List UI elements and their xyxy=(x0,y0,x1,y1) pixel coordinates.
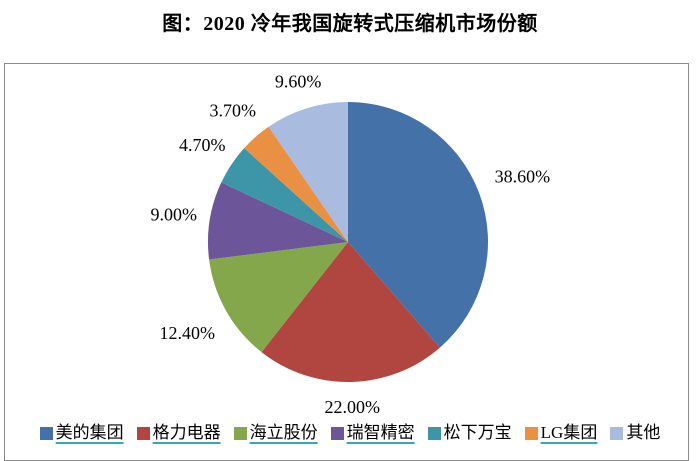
pie-slice-1-格力电器 xyxy=(261,242,440,383)
legend-label-格力电器[interactable]: 格力电器 xyxy=(152,423,221,442)
legend: 美的集团 格力电器 海立股份 瑞智精密 松下万宝 LG集团 其他 xyxy=(0,422,700,444)
pie-slice-6-其他 xyxy=(268,102,348,242)
legend-label-瑞智精密[interactable]: 瑞智精密 xyxy=(346,423,415,442)
pie-value-label-格力电器: 22.00% xyxy=(324,397,380,417)
legend-swatch-icon xyxy=(136,426,150,440)
legend-item-美的集团: 美的集团 xyxy=(39,422,124,444)
pie-value-label-瑞智精密: 9.00% xyxy=(151,204,198,224)
legend-swatch-icon xyxy=(39,426,53,440)
legend-swatch-icon xyxy=(330,426,344,440)
pie-slice-3-瑞智精密 xyxy=(207,182,348,260)
legend-label-松下万宝: 松下万宝 xyxy=(443,423,512,442)
legend-label-海立股份[interactable]: 海立股份 xyxy=(249,423,318,442)
legend-item-海立股份: 海立股份 xyxy=(233,422,318,444)
pie-value-label-LG集团: 3.70% xyxy=(209,100,256,120)
legend-swatch-icon xyxy=(524,426,538,440)
pie-slice-2-海立股份 xyxy=(209,242,348,353)
pie-slice-5-LG集团 xyxy=(244,126,348,242)
legend-label-LG集团[interactable]: LG集团 xyxy=(540,423,598,442)
pie-value-label-海立股份: 12.40% xyxy=(159,323,215,343)
chart-title: 图：2020 冷年我国旋转式压缩机市场份额 xyxy=(162,13,538,35)
legend-swatch-icon xyxy=(610,426,624,440)
legend-swatch-icon xyxy=(233,426,247,440)
pie-value-label-美的集团: 38.60% xyxy=(495,167,551,187)
legend-label-其他: 其他 xyxy=(626,423,661,442)
legend-swatch-icon xyxy=(427,426,441,440)
pie-value-label-其他: 9.60% xyxy=(275,72,322,92)
legend-item-格力电器: 格力电器 xyxy=(136,422,221,444)
legend-item-瑞智精密: 瑞智精密 xyxy=(330,422,415,444)
legend-item-其他: 其他 xyxy=(610,422,660,444)
legend-item-LG集团: LG集团 xyxy=(524,422,598,444)
pie-value-label-松下万宝: 4.70% xyxy=(179,135,226,155)
legend-label-美的集团[interactable]: 美的集团 xyxy=(55,423,124,442)
pie-slice-4-松下万宝 xyxy=(221,148,348,242)
legend-item-松下万宝: 松下万宝 xyxy=(427,422,512,444)
pie-slice-0-美的集团 xyxy=(348,102,489,348)
